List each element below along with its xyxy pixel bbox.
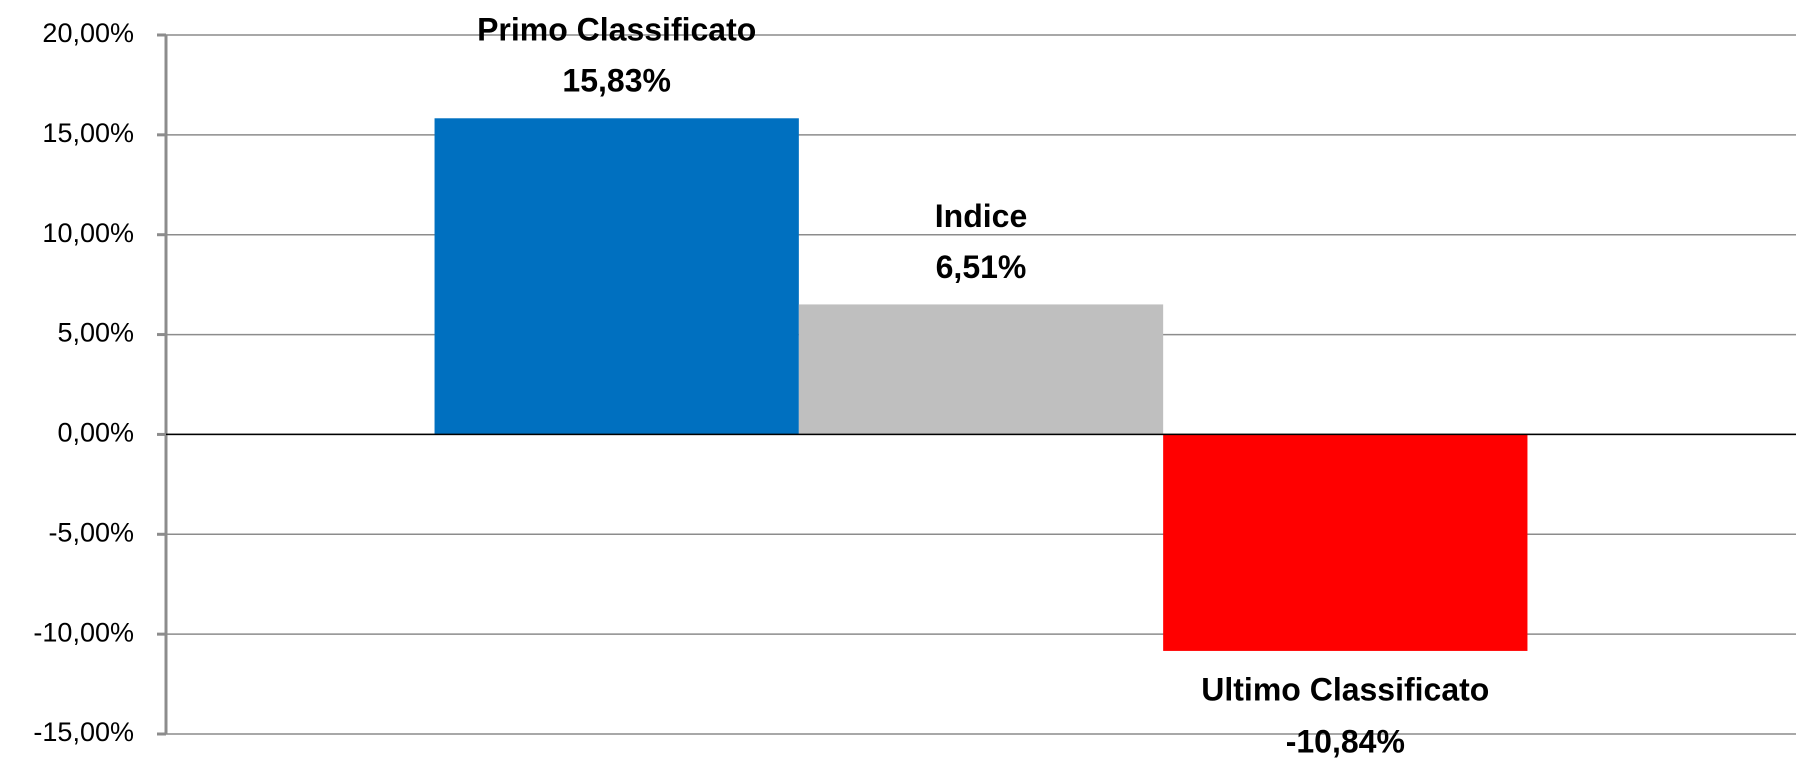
y-tick-label: 5,00% <box>57 318 134 348</box>
data-label-name: Indice <box>935 198 1027 234</box>
data-label: 6,51% <box>936 249 1027 285</box>
y-tick-label: 15,00% <box>42 118 134 148</box>
bar <box>798 304 1164 435</box>
data-label-name: Ultimo Classificato <box>1201 671 1489 707</box>
y-tick-label: -15,00% <box>33 717 134 747</box>
y-tick-label: 10,00% <box>42 218 134 248</box>
y-tick-label: -5,00% <box>48 517 134 547</box>
y-tick-label: 0,00% <box>57 418 134 448</box>
data-label-name: Primo Classificato <box>477 12 756 48</box>
y-tick-label: -10,00% <box>33 617 134 647</box>
y-tick-label: 20,00% <box>42 18 134 48</box>
data-label: 15,83% <box>562 63 671 99</box>
bar <box>1163 434 1528 651</box>
bar <box>434 118 799 435</box>
data-label: -10,84% <box>1286 723 1405 759</box>
